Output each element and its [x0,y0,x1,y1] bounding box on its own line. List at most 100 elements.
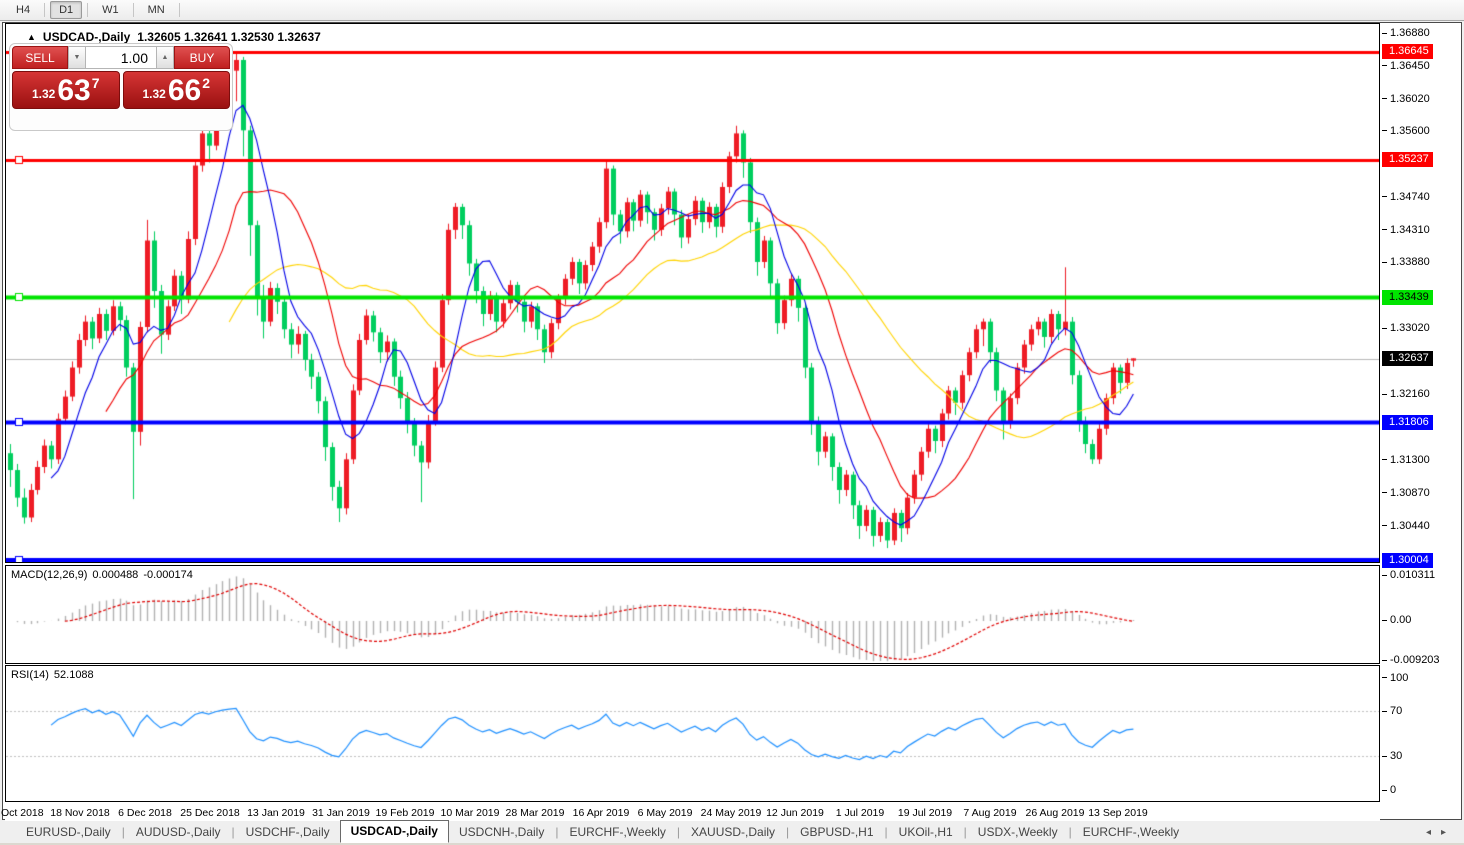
tab-eurchf-weekly[interactable]: EURCHF-,Weekly [569,825,666,839]
tab-separator: | [1068,825,1072,839]
date-tick-label: 19 Feb 2019 [375,807,435,819]
tab-separator: | [786,825,790,839]
axis-tick-mark [1382,525,1387,527]
sell-price-box[interactable]: 1.32 63 7 [12,71,120,109]
toolbar-separator [87,3,89,17]
tab-eurchf-weekly[interactable]: EURCHF-,Weekly [1082,825,1180,839]
price-tick-label: 1.34740 [1382,191,1430,203]
tab-gbpusd-h1[interactable]: GBPUSD-,H1 [800,825,874,839]
buy-price-prefix: 1.32 [142,87,166,101]
price-tick-label: 1.36880 [1382,27,1430,39]
axis-tick-mark [1382,32,1387,34]
timeframe-button-h4[interactable]: H4 [16,4,31,16]
date-tick-label: 1 Jul 2019 [835,807,885,819]
axis-tick-mark [1382,492,1387,494]
macd-scale-label: 0.010311 [1382,569,1435,581]
timeframe-button-mn[interactable]: MN [147,4,165,16]
date-tick-label: 7 Aug 2019 [963,807,1017,819]
buy-price-pip: 2 [202,75,211,91]
date-tick-label: 6 May 2019 [637,807,693,819]
axis-tick-mark [1382,229,1387,231]
volume-increase-button[interactable]: ▲ [156,46,174,69]
date-tick-label: 12 Jun 2019 [766,807,824,819]
rsi-scale-label: 70 [1382,705,1402,717]
macd-scale-label: -0.009203 [1382,654,1440,666]
rsi-canvas[interactable] [6,666,1379,801]
tab-eurusd-daily[interactable]: EURUSD-,Daily [26,825,111,839]
tab-xauusd-daily[interactable]: XAUUSD-,Daily [691,825,776,839]
hline-price-badge: 1.33439 [1382,289,1433,305]
timeframe-toolbar: H4 D1 W1 MN [0,0,1464,21]
tab-usdchf-daily[interactable]: USDCHF-,Daily [245,825,330,839]
volume-input[interactable] [86,46,156,69]
hline-price-badge: 1.30004 [1382,552,1433,568]
axis-tick-mark [1382,262,1387,264]
date-tick-label: 24 May 2019 [700,807,762,819]
tab-scroll-left-icon[interactable]: ◂ [1425,827,1441,838]
rsi-panel: RSI(14) 52.1088 [5,665,1380,802]
buy-button[interactable]: BUY [174,46,230,69]
date-tick-label: 16 Apr 2019 [572,807,630,819]
volume-decrease-button[interactable]: ▼ [68,46,86,69]
axis-tick-mark [1382,130,1387,132]
axis-tick-mark [1382,196,1387,198]
price-scale[interactable]: 1.368801.364501.360201.356001.351701.347… [1380,23,1463,803]
axis-tick-mark [1382,393,1387,395]
hline-price-badge: 1.31806 [1382,414,1433,430]
toolbar-separator [178,3,180,17]
timeframe-button-w1[interactable]: W1 [102,4,119,16]
sell-price-prefix: 1.32 [31,87,56,101]
tab-scroll-right-icon[interactable]: ▸ [1440,827,1456,838]
toolbar-separator [44,3,46,17]
rsi-scale-label: 30 [1382,750,1402,762]
date-tick-label: 6 Dec 2018 [118,807,172,819]
one-click-trade-panel: SELL ▼ ▲ BUY 1.32 63 7 1.32 66 2 [9,43,233,131]
chart-title: ▲ USDCAD-,Daily 1.32605 1.32641 1.32530 … [27,30,321,44]
buy-price-box[interactable]: 1.32 66 2 [122,71,230,109]
macd-canvas[interactable] [6,566,1379,663]
price-tick-label: 1.30440 [1382,520,1430,532]
sell-price-big: 63 [57,74,91,107]
hline-price-badge: 1.36645 [1382,44,1433,60]
price-tick-label: 1.36450 [1382,60,1430,72]
date-tick-label: 31 Jan 2019 [312,807,370,819]
price-tick-label: 1.36020 [1382,93,1430,105]
tab-separator: | [231,825,235,839]
date-tick-label: 26 Aug 2019 [1025,807,1085,819]
date-tick-label: 13 Jan 2019 [247,807,305,819]
tab-usdcad-daily[interactable]: USDCAD-,Daily [339,820,449,843]
sell-price-pip: 7 [91,75,100,91]
tab-audusd-daily[interactable]: AUDUSD-,Daily [135,825,221,839]
rsi-label: RSI(14) 52.1088 [11,669,94,681]
sell-button[interactable]: SELL [12,46,68,69]
tab-usdcnh-daily[interactable]: USDCNH-,Daily [458,825,545,839]
tab-separator: | [555,825,559,839]
collapse-panel-icon[interactable]: ▲ [27,32,36,42]
toolbar-separator [132,3,134,17]
chart-symbol-label: USDCAD-,Daily [42,30,131,44]
price-chart-panel [5,23,1380,563]
price-tick-label: 1.30870 [1382,487,1430,499]
price-tick-label: 1.35600 [1382,125,1430,137]
tab-separator: | [884,825,888,839]
axis-tick-mark [1382,65,1387,67]
chart-window: ▲ USDCAD-,Daily 1.32605 1.32641 1.32530 … [0,22,1463,821]
price-tick-label: 1.33880 [1382,256,1430,268]
axis-tick-mark [1382,98,1387,100]
tab-scroll-arrows[interactable]: ◂▸ [1426,827,1456,838]
price-tick-label: 1.33020 [1382,322,1430,334]
tab-usdx-weekly[interactable]: USDX-,Weekly [977,825,1058,839]
tab-separator: | [676,825,681,839]
rsi-scale-label: 0 [1382,784,1396,796]
rsi-scale-label: 100 [1382,672,1408,684]
tab-ukoil-h1[interactable]: UKOil-,H1 [898,825,953,839]
current-price-badge: 1.32637 [1382,351,1433,367]
timeframe-button-d1[interactable]: D1 [50,1,83,19]
date-tick-label: 30 Oct 2018 [0,807,44,819]
date-axis[interactable]: 30 Oct 2018 18 Nov 2018 6 Dec 2018 25 Dec 2… [0,803,1380,821]
date-tick-label: 13 Sep 2019 [1088,807,1148,819]
macd-label: MACD(12,26,9) 0.000488 -0.000174 [11,569,193,581]
date-tick-label: 28 Mar 2019 [505,807,565,819]
date-tick-label: 10 Mar 2019 [440,807,500,819]
price-chart-canvas[interactable] [6,24,1379,562]
